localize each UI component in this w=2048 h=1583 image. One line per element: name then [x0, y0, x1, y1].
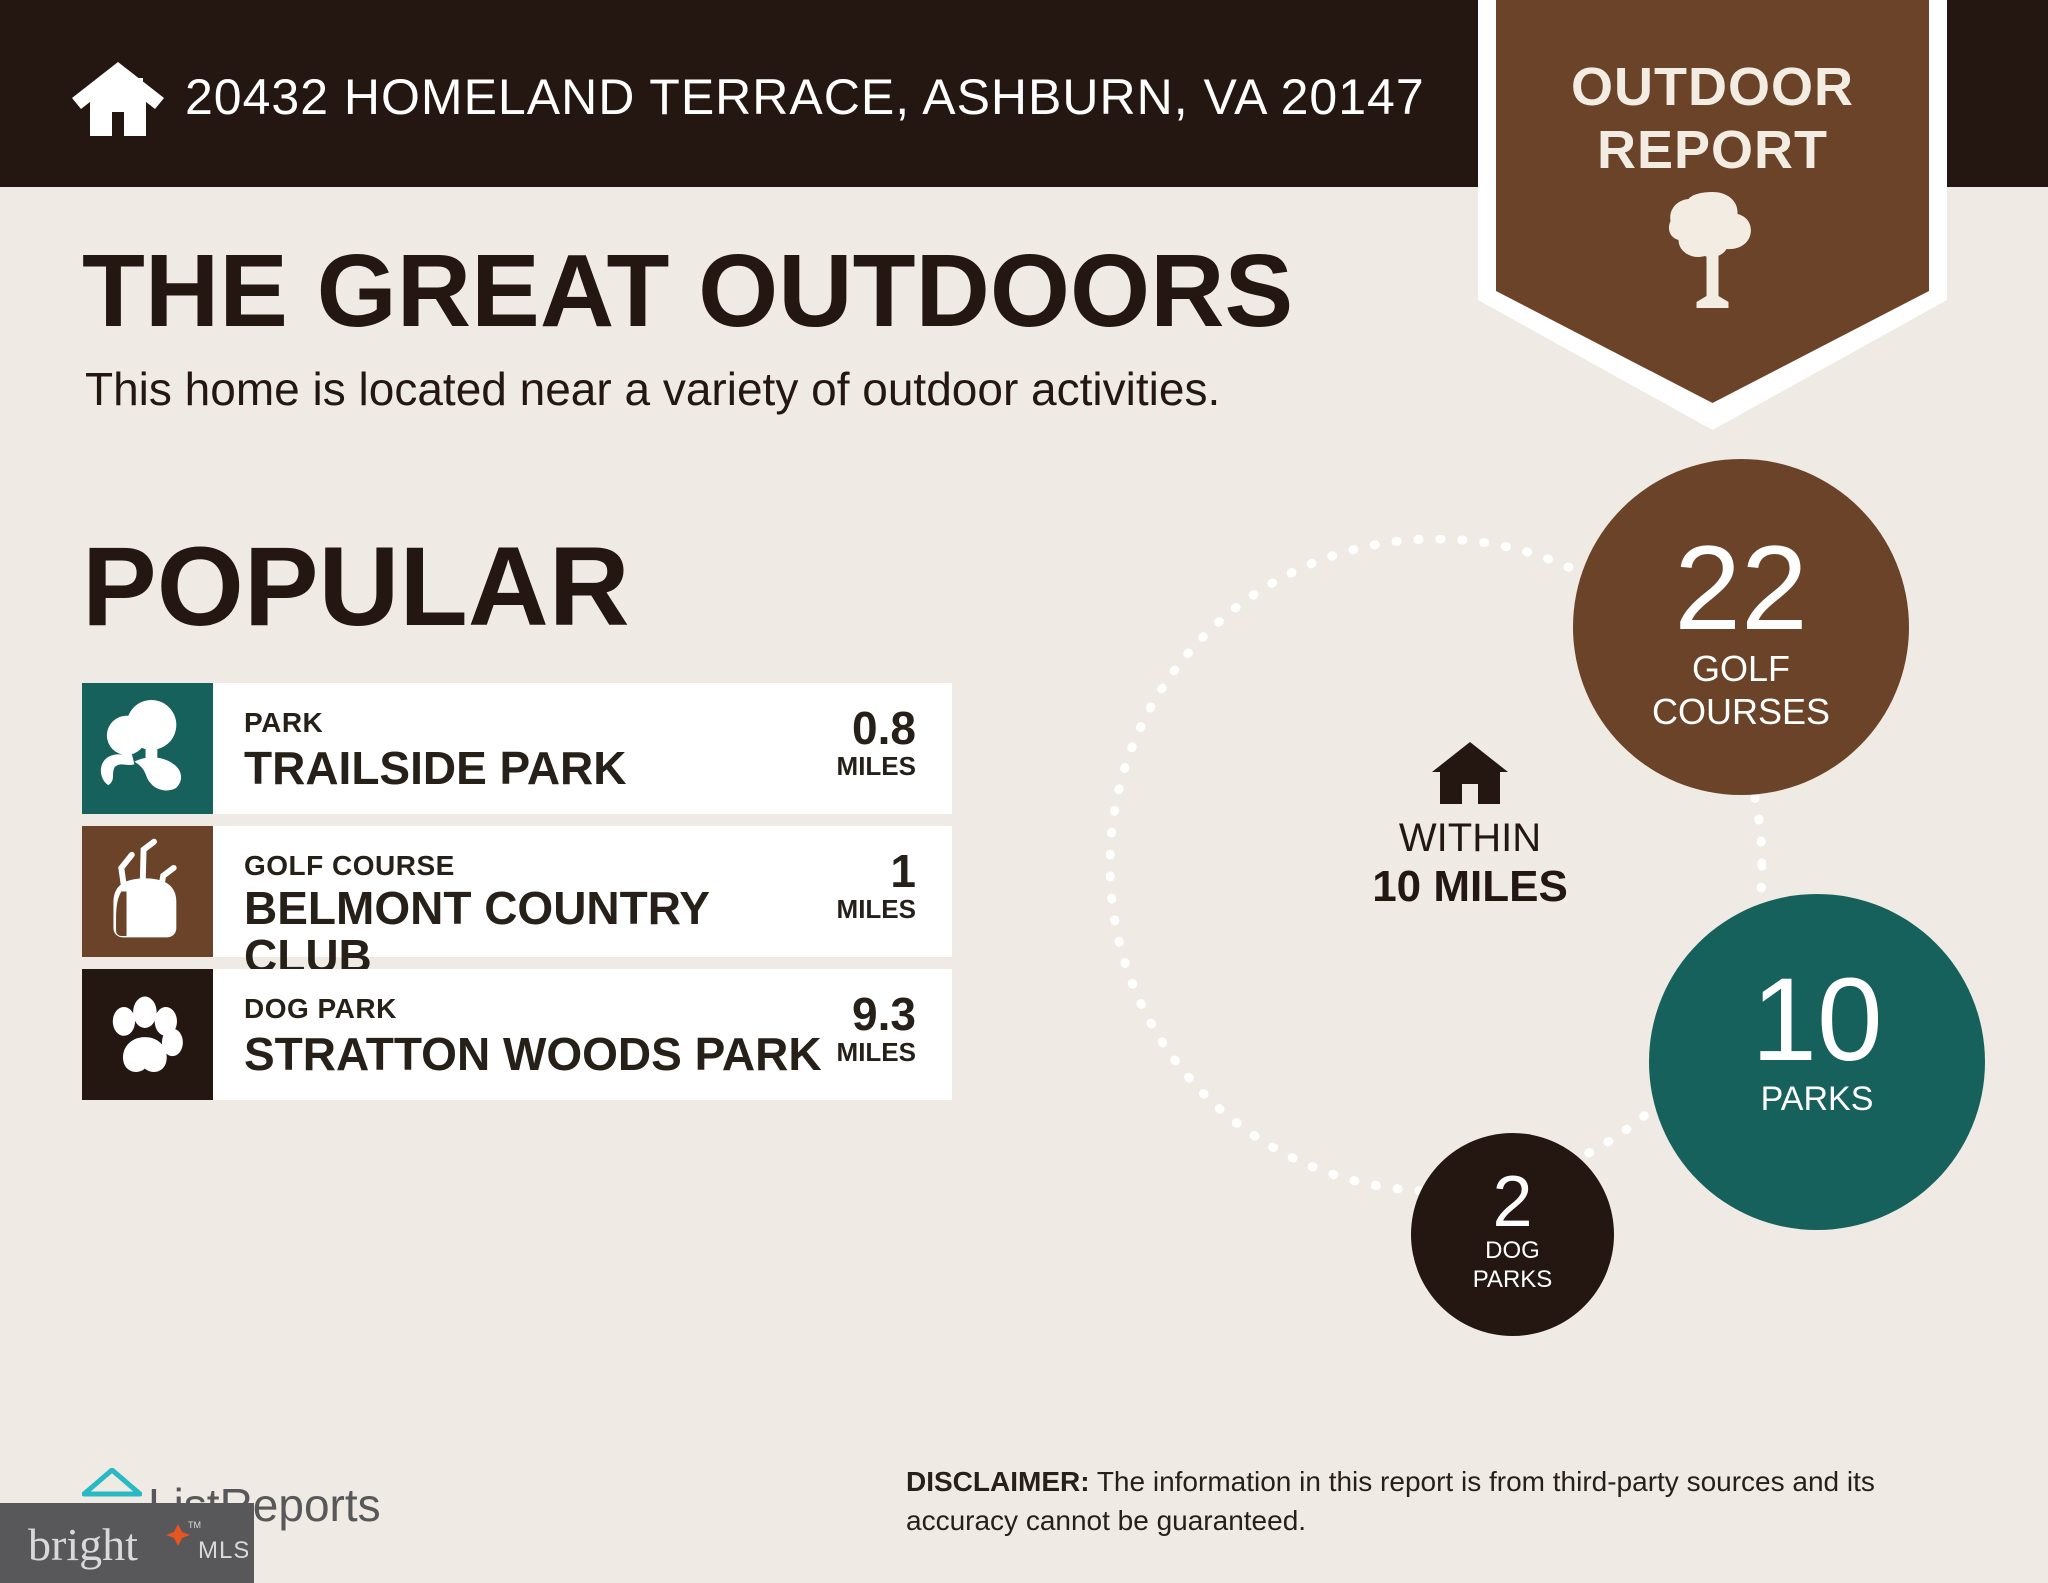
svg-text:MLS: MLS — [198, 1537, 248, 1564]
svg-text:TM: TM — [188, 1520, 201, 1530]
svg-text:OUTDOOR: OUTDOOR — [1571, 57, 1854, 117]
svg-text:bright: bright — [28, 1519, 138, 1570]
svg-text:REPORT: REPORT — [1597, 120, 1828, 180]
